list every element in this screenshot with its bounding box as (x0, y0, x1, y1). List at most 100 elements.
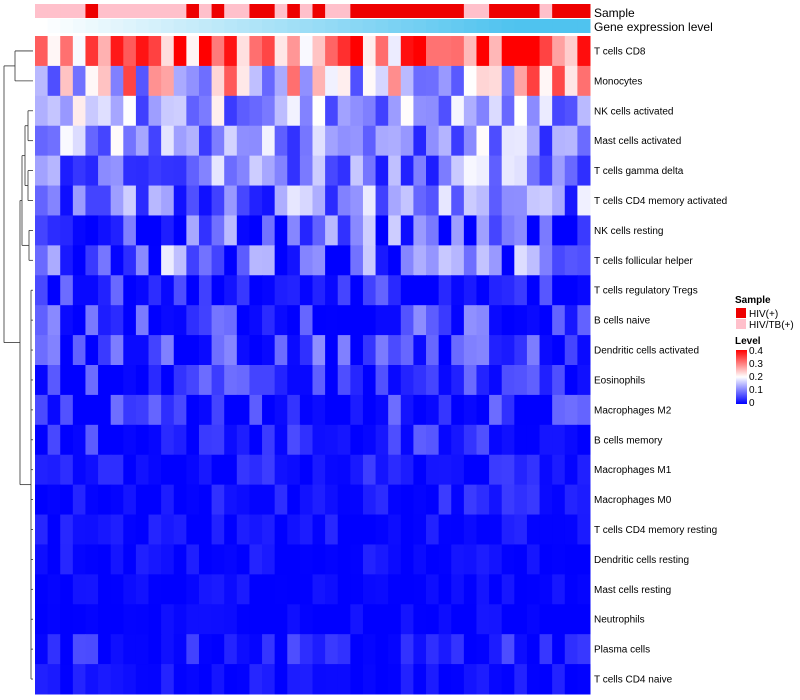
heatmap-cell (552, 634, 566, 665)
heatmap-cell (514, 335, 528, 366)
expression-annotation-cell (236, 19, 250, 33)
heatmap-cell (463, 215, 477, 246)
heatmap-cell (60, 514, 74, 545)
heatmap-cell (186, 365, 200, 396)
heatmap-cell (98, 604, 112, 635)
heatmap-cell (413, 454, 427, 486)
row-label: Monocytes (594, 76, 642, 87)
heatmap-cell (501, 215, 515, 246)
heatmap-cell (552, 604, 566, 635)
heatmap-cell (110, 544, 124, 575)
heatmap-cell (388, 215, 402, 246)
heatmap-cell (501, 155, 515, 187)
heatmap-cell (564, 155, 578, 187)
heatmap-cell (211, 215, 225, 246)
heatmap-cell (362, 424, 377, 456)
heatmap-cell (135, 95, 150, 127)
legend-level-title: Level (735, 336, 761, 347)
heatmap-cell (173, 245, 187, 276)
heatmap-cell (47, 36, 61, 67)
heatmap-cell (123, 604, 137, 635)
heatmap-cell (489, 514, 503, 545)
heatmap-cell (552, 365, 566, 396)
heatmap-cell (35, 215, 49, 246)
heatmap-cell (526, 155, 541, 187)
heatmap-cell (110, 215, 124, 246)
heatmap-cell (211, 664, 225, 695)
heatmap-cell (35, 185, 49, 216)
heatmap-cell (224, 335, 238, 366)
heatmap-cell (501, 36, 515, 67)
heatmap-cell (85, 335, 99, 366)
heatmap-cell (123, 664, 137, 695)
heatmap-cell (501, 394, 515, 426)
heatmap-cell (350, 574, 364, 605)
heatmap-cell (451, 185, 465, 216)
heatmap-cell (47, 454, 61, 486)
heatmap-cell (198, 275, 213, 306)
heatmap-cell (198, 634, 213, 665)
heatmap-cell (161, 335, 175, 366)
heatmap-cell (186, 604, 200, 635)
heatmap-cell (224, 394, 238, 426)
heatmap-cell (514, 394, 528, 426)
heatmap-cell (451, 65, 465, 97)
heatmap-cell (463, 514, 477, 545)
heatmap-cell (413, 634, 427, 665)
heatmap-cell (476, 394, 490, 426)
heatmap-cell (375, 275, 389, 306)
heatmap-cell (350, 36, 364, 67)
heatmap-cell (249, 544, 263, 575)
heatmap-cell (198, 36, 213, 67)
heatmap-cell (413, 155, 427, 187)
heatmap-cell (526, 514, 541, 545)
heatmap-cell (123, 245, 137, 276)
heatmap-cell (198, 484, 213, 516)
heatmap-cell (98, 155, 112, 187)
heatmap-cell (135, 454, 150, 486)
heatmap-cell (186, 634, 200, 665)
heatmap-cell (577, 275, 591, 306)
heatmap-cell (47, 125, 61, 157)
heatmap-cell (325, 365, 339, 396)
heatmap-cell (400, 634, 414, 665)
heatmap-cell (60, 664, 74, 695)
heatmap-cell (161, 305, 175, 336)
heatmap-cell (362, 664, 377, 695)
heatmap-cell (47, 664, 61, 695)
heatmap-cell (514, 544, 528, 575)
heatmap-cell (249, 365, 263, 396)
heatmap-cell (60, 424, 74, 456)
expression-annotation-cell (274, 19, 288, 33)
heatmap-cell (463, 335, 477, 366)
heatmap-cell (161, 424, 175, 456)
heatmap-cell (552, 394, 566, 426)
heatmap-cell (299, 155, 313, 187)
heatmap-cell (489, 275, 503, 306)
expression-annotation-label: Gene expression level (594, 20, 713, 34)
heatmap-cell (375, 664, 389, 695)
heatmap-cell (476, 215, 490, 246)
heatmap-cell (526, 424, 541, 456)
heatmap-cell (426, 36, 440, 67)
heatmap-cell (287, 65, 301, 97)
heatmap-cell (539, 155, 553, 187)
heatmap-cell (426, 155, 440, 187)
heatmap-cell (463, 604, 477, 635)
heatmap-cell (350, 454, 364, 486)
heatmap-cell (325, 394, 339, 426)
heatmap-cell (47, 65, 61, 97)
heatmap-cell (362, 335, 377, 366)
heatmap-cell (98, 424, 112, 456)
heatmap-cell (186, 95, 200, 127)
heatmap-cell (72, 275, 86, 306)
heatmap-cell (198, 95, 213, 127)
heatmap-cell (413, 574, 427, 605)
expression-annotation-cell (262, 19, 276, 33)
heatmap-cell (526, 305, 541, 336)
heatmap-cell (186, 125, 200, 157)
expression-annotation-cell (249, 19, 263, 33)
heatmap-cell (400, 335, 414, 366)
heatmap-cell (337, 65, 351, 97)
legend-sample-title: Sample (735, 295, 771, 306)
